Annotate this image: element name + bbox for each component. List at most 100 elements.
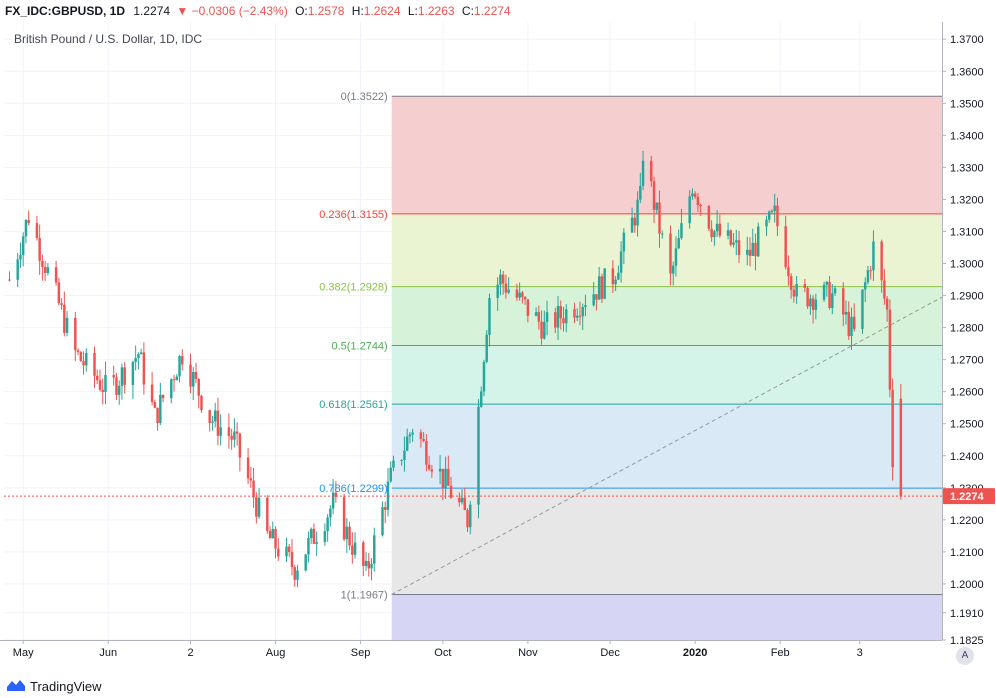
candle-body [403, 450, 406, 460]
candle-body [765, 219, 768, 227]
price-chart[interactable]: 0(1.3522) 0.236(1.3155) 0.382(1.2928) 0.5(1… [0, 22, 996, 674]
candle-body [630, 217, 634, 233]
candle-body [787, 267, 790, 277]
candle-body [652, 181, 656, 210]
candle-body [639, 185, 642, 200]
fib-band [391, 594, 942, 640]
candle-body [688, 196, 691, 224]
candle-body [268, 530, 272, 539]
price-tick-label: 1.3600 [950, 66, 984, 78]
candle-body [617, 272, 620, 280]
candle-body [255, 497, 258, 517]
price-tick-label: 1.3300 [950, 162, 984, 174]
candle-body [405, 436, 409, 451]
axes: 1.3700 1.3600 1.3500 1.3400 1.3300 1.3200 1.31… [0, 22, 996, 674]
candle-body [776, 205, 779, 227]
candle-body [35, 223, 39, 239]
candle-body [485, 334, 488, 362]
chart-legend-title: British Pound / U.S. Dollar, 1D, IDC [12, 31, 205, 47]
time-tick-label: 2020 [683, 647, 707, 659]
candle-body [751, 242, 754, 256]
candle-body [161, 394, 165, 399]
price-tick-label: 1.2700 [950, 355, 984, 367]
candle-body [353, 542, 357, 555]
candle-body [811, 298, 815, 310]
price-tick-label: 1.3100 [950, 226, 984, 238]
candle-body [680, 223, 683, 239]
candle-body [828, 281, 831, 308]
candle-body [85, 352, 88, 366]
candle-body [521, 292, 524, 297]
time-tick-label: Oct [434, 647, 451, 659]
candle-body [266, 497, 269, 531]
tradingview-logo-icon[interactable] [6, 678, 26, 692]
open-value: 1.2578 [307, 4, 345, 18]
candle-body [383, 507, 387, 510]
candle-body [611, 268, 615, 285]
candle-body [718, 223, 722, 236]
candle-body [641, 160, 645, 186]
candle-body [334, 492, 338, 497]
candle-body [501, 274, 505, 284]
open-label: O: [295, 4, 308, 18]
brand-name[interactable]: TradingView [30, 679, 102, 694]
candle-body [288, 546, 291, 552]
candle-body [556, 306, 560, 328]
candle-body [447, 468, 450, 486]
fib-band [391, 488, 942, 595]
candle-body [699, 205, 702, 207]
symbol-info-bar: FX_IDC:GBPUSD, 1D 1.2274 ▼ −0.0306 (−2.4… [0, 0, 996, 22]
candle-body [814, 299, 818, 310]
candle-body [559, 306, 563, 319]
candle-body [24, 220, 28, 237]
candle-body [307, 538, 310, 555]
candle-body [619, 251, 623, 273]
candle-body [271, 529, 275, 539]
fib-level-label: 0.618(1.2561) [319, 399, 388, 411]
candle-body [227, 427, 231, 436]
symbol-title[interactable]: FX_IDC:GBPUSD, 1D [5, 4, 126, 18]
auto-scale-button[interactable]: A [956, 647, 974, 665]
candle-body [691, 193, 694, 197]
candle-body [554, 312, 557, 328]
price-tick-label: 1.2000 [950, 579, 984, 591]
price-tick-label: 1.2800 [950, 323, 984, 335]
candle-body [460, 497, 464, 503]
candle-body [57, 282, 61, 304]
low-label: L: [407, 4, 418, 18]
down-arrow-icon: ▼ [176, 4, 189, 18]
candle-body [79, 352, 83, 362]
candle-body [19, 255, 22, 260]
last-price-badge-label: 1.2274 [950, 491, 985, 503]
close-value: 1.2274 [473, 4, 511, 18]
footer: TradingView [0, 674, 996, 698]
candle-body [21, 236, 25, 256]
candle-body [842, 288, 845, 315]
candle-body [246, 457, 250, 479]
price-tick-label: 1.3000 [950, 259, 984, 271]
candle-body [866, 270, 870, 283]
trend-line-layer [391, 296, 943, 595]
candle-body [192, 371, 195, 387]
candle-body [381, 507, 384, 536]
time-tick-label: Sep [351, 647, 371, 659]
candle-body [707, 206, 711, 229]
candle-body [351, 545, 354, 555]
candle-body [622, 232, 626, 252]
candle-body [833, 288, 837, 294]
candle-body [345, 526, 349, 540]
candle-body [8, 279, 11, 281]
candle-body [142, 352, 146, 385]
candle-body [595, 294, 598, 300]
candle-body [211, 421, 214, 423]
candle-body [477, 406, 480, 505]
candle-body [449, 485, 453, 498]
candle-body [364, 561, 368, 566]
candle-body [562, 318, 565, 324]
candle-body [411, 432, 414, 435]
candle-body [674, 248, 678, 266]
candle-body [565, 309, 568, 324]
candle-body [773, 205, 776, 211]
candle-body [754, 242, 757, 257]
candle-body [770, 210, 774, 212]
